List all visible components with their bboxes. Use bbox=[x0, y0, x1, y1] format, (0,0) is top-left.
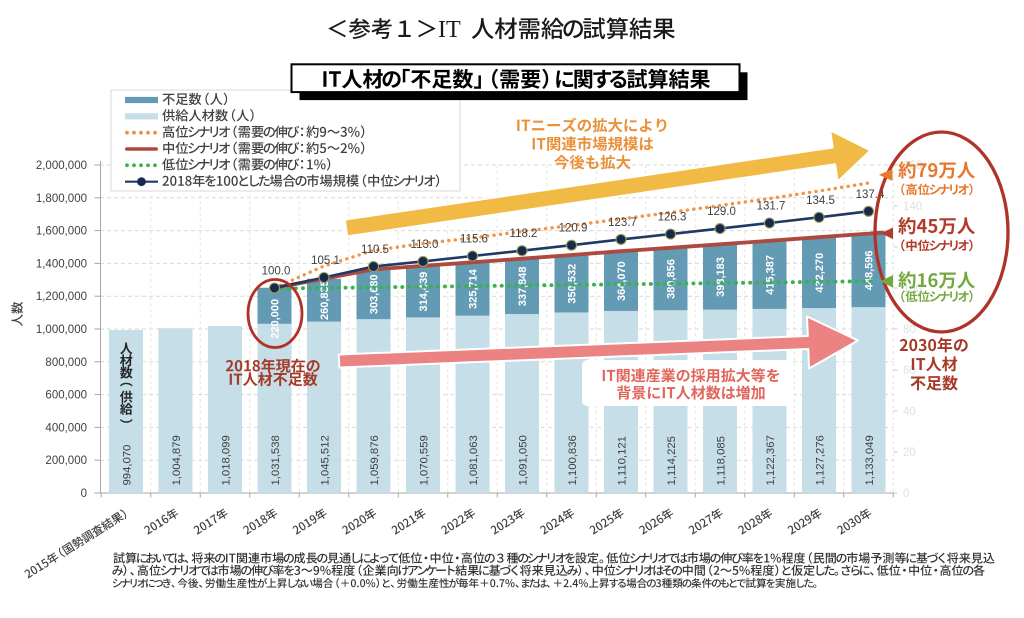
svg-text:1,000,000: 1,000,000 bbox=[36, 324, 87, 336]
svg-text:131.7: 131.7 bbox=[757, 201, 786, 213]
svg-text:115.6: 115.6 bbox=[460, 234, 488, 246]
svg-text:1,045,512: 1,045,512 bbox=[319, 435, 331, 485]
svg-text:123.7: 123.7 bbox=[608, 217, 637, 229]
svg-text:1,100,836: 1,100,836 bbox=[567, 435, 579, 485]
svg-text:200,000: 200,000 bbox=[45, 455, 87, 467]
svg-text:800,000: 800,000 bbox=[45, 357, 87, 369]
svg-text:1,110,121: 1,110,121 bbox=[616, 436, 628, 485]
svg-text:1,031,538: 1,031,538 bbox=[270, 435, 282, 485]
svg-text:1,127,276: 1,127,276 bbox=[814, 435, 826, 485]
svg-text:0: 0 bbox=[903, 488, 909, 500]
svg-text:448,596: 448,596 bbox=[864, 251, 876, 291]
svg-text:1,133,049: 1,133,049 bbox=[864, 435, 876, 485]
svg-text:IT: IT bbox=[438, 17, 461, 43]
svg-text:100.0: 100.0 bbox=[262, 266, 291, 278]
svg-text:118.2: 118.2 bbox=[510, 228, 538, 240]
svg-text:40: 40 bbox=[903, 406, 916, 418]
svg-text:20: 20 bbox=[903, 447, 916, 459]
svg-text:1,114,225: 1,114,225 bbox=[666, 436, 678, 485]
svg-text:1,070,559: 1,070,559 bbox=[418, 435, 430, 485]
svg-text:1,800,000: 1,800,000 bbox=[36, 193, 87, 205]
svg-text:400,000: 400,000 bbox=[45, 422, 87, 434]
svg-text:1,118,085: 1,118,085 bbox=[715, 436, 727, 485]
svg-text:1,091,050: 1,091,050 bbox=[517, 435, 529, 485]
svg-text:1,200,000: 1,200,000 bbox=[36, 291, 87, 303]
svg-text:1,018,099: 1,018,099 bbox=[220, 435, 232, 485]
svg-text:105.1: 105.1 bbox=[311, 255, 340, 267]
svg-text:1,600,000: 1,600,000 bbox=[36, 226, 87, 238]
svg-text:2,000,000: 2,000,000 bbox=[36, 160, 87, 172]
svg-text:113.0: 113.0 bbox=[411, 239, 439, 251]
svg-text:364,070: 364,070 bbox=[616, 261, 628, 301]
svg-text:260,835: 260,835 bbox=[319, 280, 331, 320]
svg-text:432,270: 432,270 bbox=[814, 253, 826, 293]
svg-text:380,856: 380,856 bbox=[666, 259, 678, 299]
svg-text:140: 140 bbox=[903, 201, 922, 213]
svg-text:129.0: 129.0 bbox=[707, 206, 736, 218]
svg-text:120.9: 120.9 bbox=[559, 223, 588, 235]
svg-text:110.5: 110.5 bbox=[361, 244, 389, 256]
svg-text:134.5: 134.5 bbox=[806, 195, 835, 207]
svg-text:325,714: 325,714 bbox=[468, 268, 480, 309]
svg-text:220,000: 220,000 bbox=[270, 299, 282, 339]
svg-text:1,081,063: 1,081,063 bbox=[468, 435, 480, 485]
svg-text:303,680: 303,680 bbox=[369, 274, 381, 314]
svg-text:1,122,367: 1,122,367 bbox=[765, 435, 777, 485]
svg-text:314,439: 314,439 bbox=[418, 272, 430, 312]
svg-text:126.3: 126.3 bbox=[658, 212, 687, 224]
svg-text:600,000: 600,000 bbox=[45, 390, 87, 402]
svg-text:1,004,879: 1,004,879 bbox=[171, 435, 183, 485]
svg-text:1,400,000: 1,400,000 bbox=[36, 258, 87, 270]
svg-text:0: 0 bbox=[81, 488, 87, 500]
svg-text:80: 80 bbox=[903, 324, 916, 336]
svg-text:398,183: 398,183 bbox=[715, 257, 727, 297]
svg-text:1,059,876: 1,059,876 bbox=[369, 435, 381, 485]
svg-text:994,070: 994,070 bbox=[121, 445, 133, 486]
svg-text:415,387: 415,387 bbox=[765, 255, 777, 295]
